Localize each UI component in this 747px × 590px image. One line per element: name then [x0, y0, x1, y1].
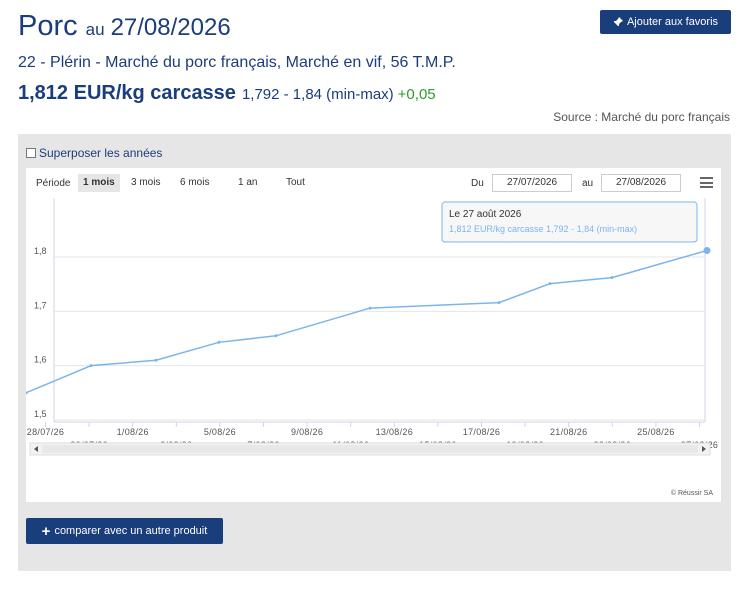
data-point[interactable]: [89, 364, 93, 368]
x-tick-label: 5/08/26: [204, 427, 236, 437]
data-point[interactable]: [497, 301, 501, 305]
period-label: Période: [36, 178, 71, 189]
source-label: Source : Marché du porc français: [553, 110, 730, 124]
x-tick-label: 17/08/26: [463, 427, 500, 437]
market-line: 22 - Plérin - Marché du porc français, M…: [18, 54, 456, 71]
data-point[interactable]: [368, 306, 372, 310]
data-point[interactable]: [610, 276, 614, 280]
from-label: Du: [471, 178, 484, 189]
to-date-input[interactable]: 27/08/2026: [601, 174, 681, 192]
chart-toolbar: Période 1 mois 3 mois 6 mois 1 an Tout D…: [26, 168, 721, 198]
quote-date: 27/08/2026: [110, 14, 231, 41]
chart-container: Période 1 mois 3 mois 6 mois 1 an Tout D…: [26, 168, 721, 502]
data-point[interactable]: [548, 282, 552, 286]
y-tick-label: 1,5: [34, 409, 47, 419]
pin-icon: [612, 17, 623, 27]
tooltip-text: 1,812 EUR/kg carcasse 1,792 - 1,84 (min-…: [449, 224, 637, 234]
add-favorite-label: Ajouter aux favoris: [626, 16, 719, 28]
data-point[interactable]: [26, 391, 28, 395]
tooltip-title: Le 27 août 2026: [449, 209, 522, 220]
plus-icon: +: [41, 522, 51, 540]
x-tick-label: 13/08/26: [376, 427, 413, 437]
price-change: +0,05: [397, 86, 436, 103]
tooltip-box: [441, 201, 698, 243]
from-date-input[interactable]: 27/07/2026: [492, 174, 572, 192]
to-label: au: [582, 178, 594, 189]
price-value: 1,812 EUR/kg carcasse: [18, 82, 236, 104]
price-range: 1,792 - 1,84 (min-max): [241, 86, 394, 103]
compare-product-label: comparer avec un autre produit: [54, 525, 208, 537]
credit-label: © Réussir SA: [670, 490, 713, 497]
y-tick-label: 1,8: [34, 246, 47, 256]
series-line: [26, 249, 708, 394]
x-tick-label: 21/08/26: [550, 427, 587, 437]
x-tick-label: 28/07/26: [27, 427, 64, 437]
add-favorite-button[interactable]: Ajouter aux favoris: [600, 10, 731, 34]
overlay-years-checkbox[interactable]: [26, 148, 36, 158]
y-tick-label: 1,7: [34, 300, 47, 310]
data-point[interactable]: [703, 246, 711, 254]
title-row: Porc au 27/08/2026: [18, 10, 231, 43]
compare-product-button[interactable]: + comparer avec un autre produit: [26, 518, 223, 544]
chart-menu-icon[interactable]: [700, 177, 713, 188]
data-point[interactable]: [154, 358, 158, 362]
x-tick-label: 9/08/26: [291, 427, 323, 437]
x-tick-label: 25/08/26: [637, 427, 674, 437]
overlay-years-label: Superposer les années: [39, 146, 163, 160]
period-6-months-button[interactable]: 6 mois: [180, 177, 210, 188]
au-label: au: [85, 20, 105, 39]
period-1-month-button[interactable]: 1 mois: [78, 174, 120, 192]
period-1-year-button[interactable]: 1 an: [238, 177, 258, 188]
y-tick-label: 1,6: [34, 355, 47, 365]
scroll-right-icon[interactable]: [702, 446, 706, 452]
period-all-button[interactable]: Tout: [286, 177, 305, 188]
scrollbar-thumb[interactable]: [42, 445, 698, 453]
x-tick-label: 1/08/26: [117, 427, 149, 437]
price-row: 1,812 EUR/kg carcasse 1,792 - 1,84 (min-…: [18, 82, 436, 105]
product-title: Porc: [18, 10, 78, 42]
overlay-years-option[interactable]: Superposer les années: [26, 146, 162, 160]
data-point[interactable]: [274, 334, 278, 338]
data-point[interactable]: [217, 340, 221, 344]
period-3-months-button[interactable]: 3 mois: [131, 177, 161, 188]
price-line-chart: 1,51,61,71,828/07/2630/07/261/08/263/08/…: [26, 198, 718, 456]
scroll-left-icon[interactable]: [34, 446, 38, 452]
chart-panel: Superposer les années Période 1 mois 3 m…: [18, 134, 731, 571]
